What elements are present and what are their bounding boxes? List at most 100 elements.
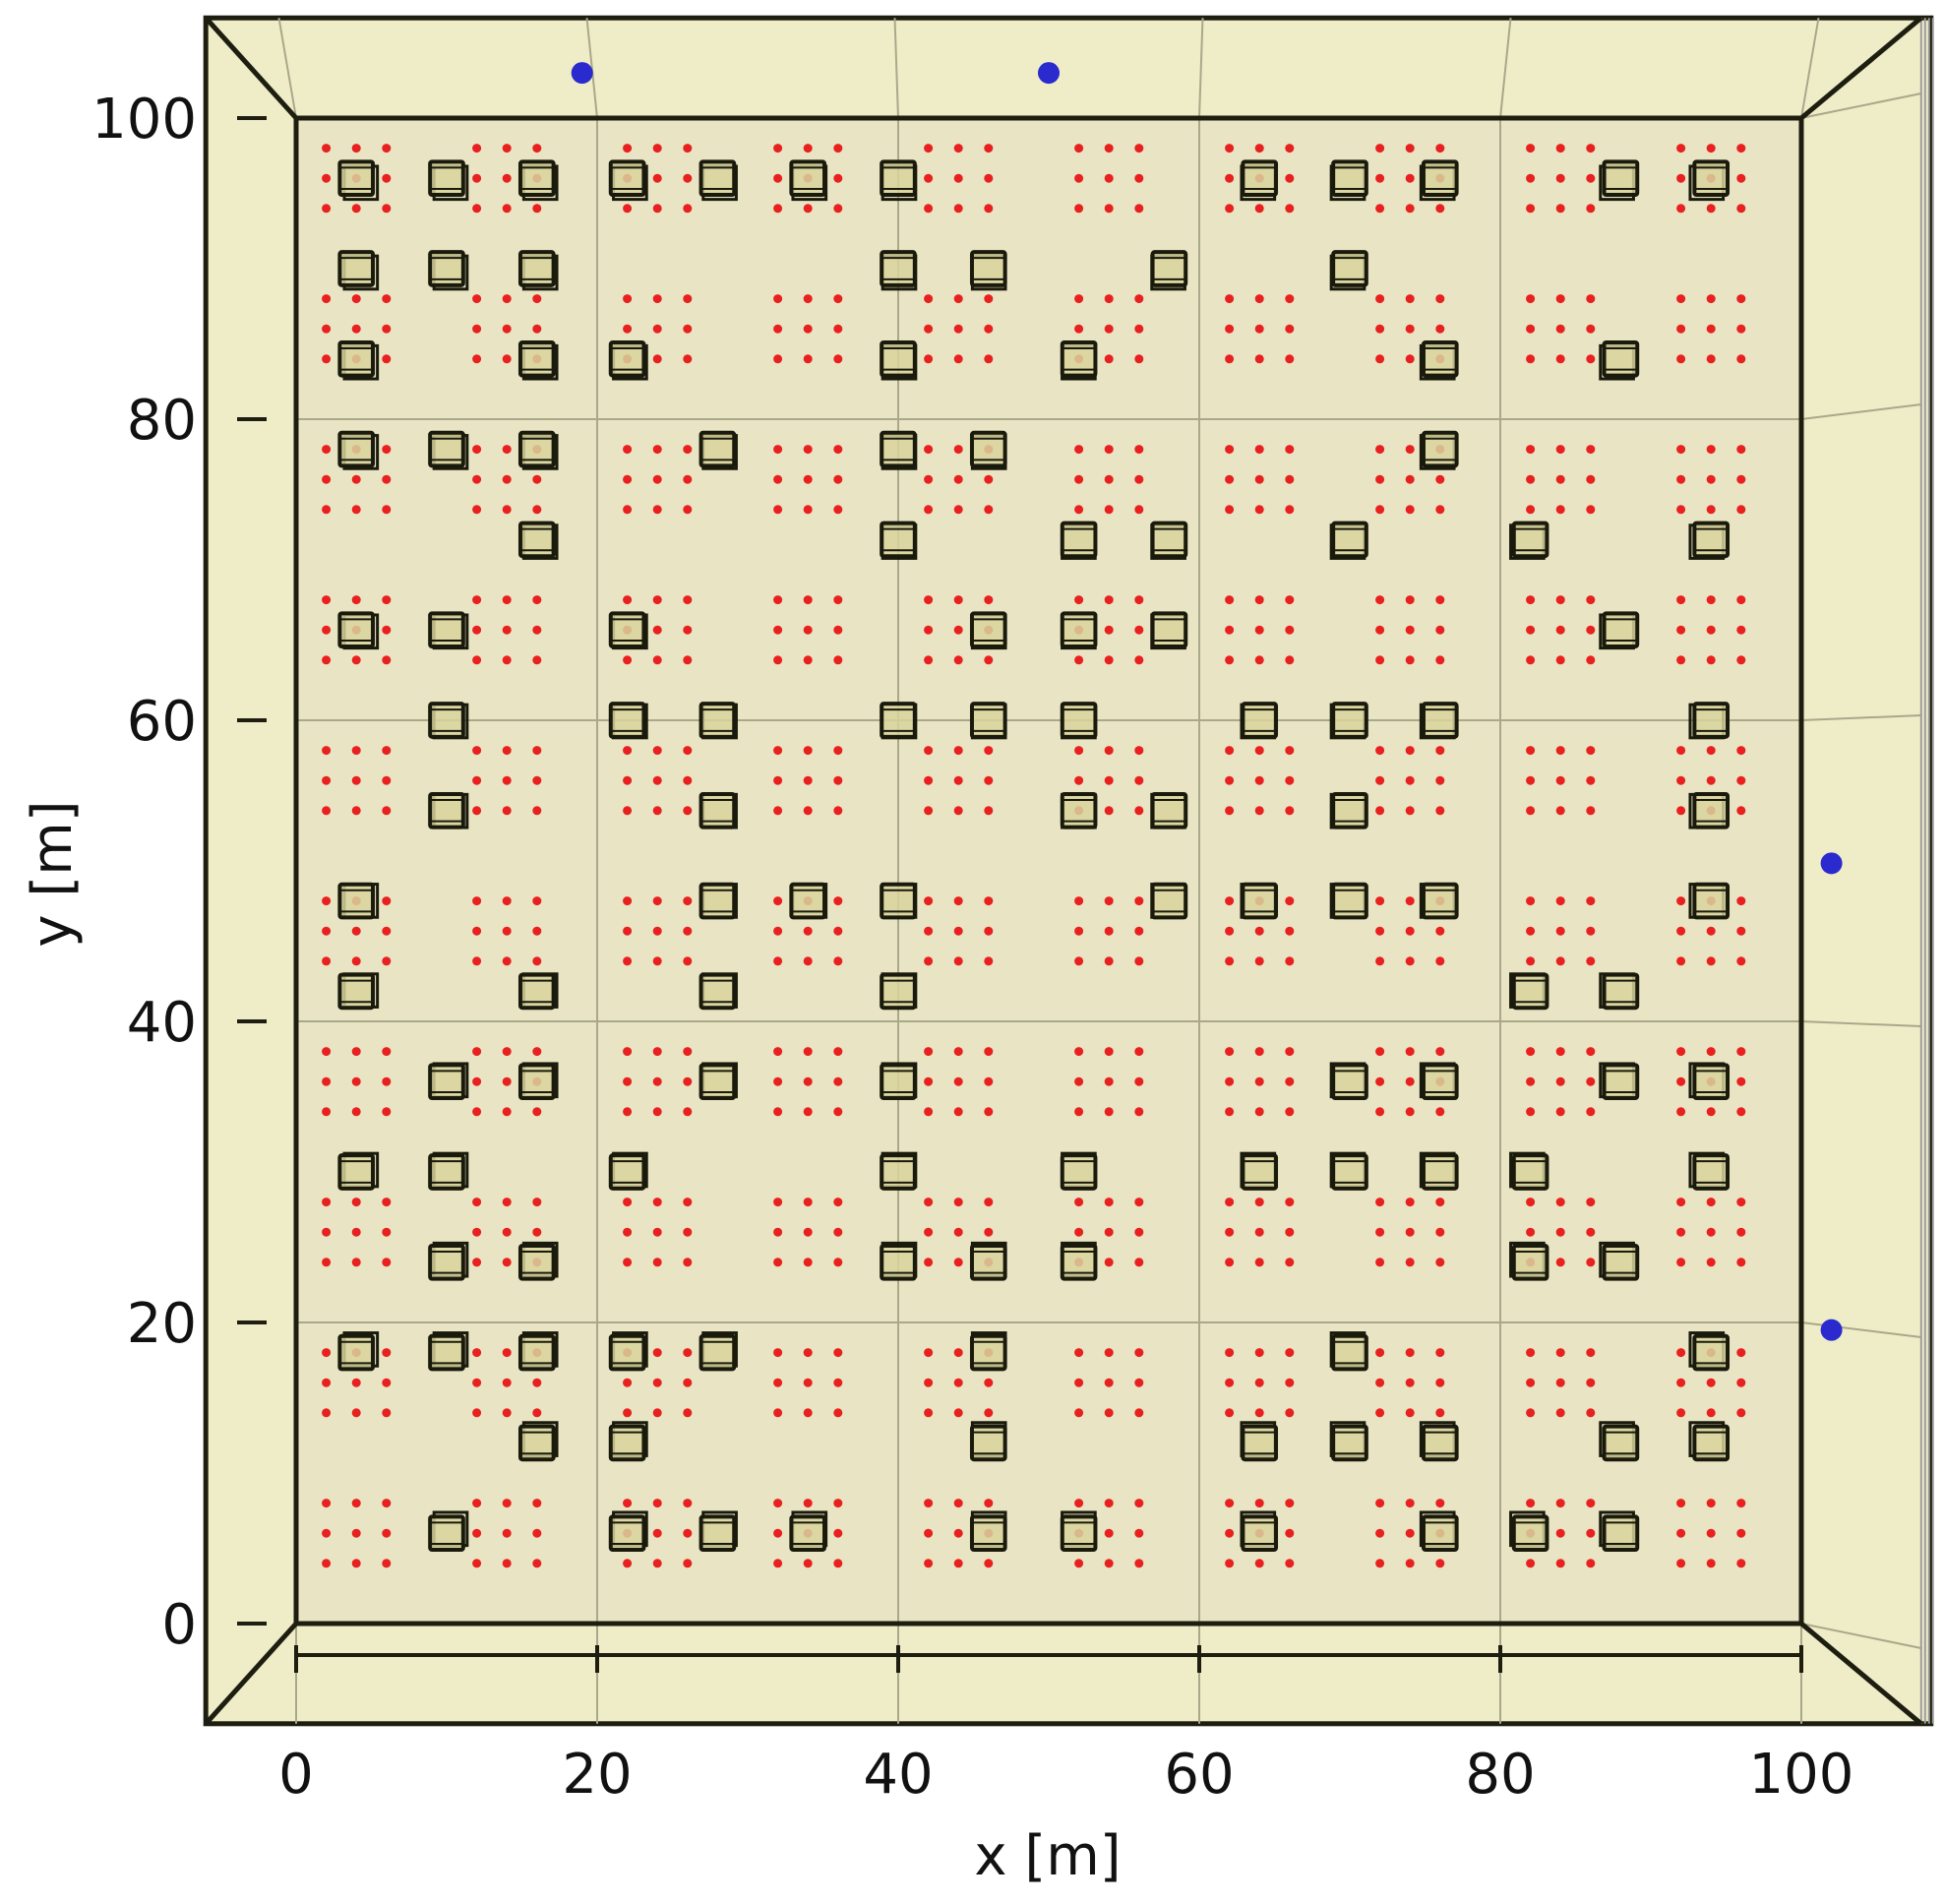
building — [337, 430, 380, 470]
receiver-point — [803, 806, 813, 816]
receiver-point — [953, 956, 963, 966]
receiver-point — [1254, 324, 1264, 334]
building — [337, 882, 380, 920]
building-front-face — [608, 611, 646, 649]
receiver-point — [773, 1258, 783, 1267]
receiver-point — [1706, 1559, 1716, 1568]
building-front-face — [1060, 1514, 1098, 1553]
receiver-point — [1225, 1348, 1235, 1358]
building-front-face — [1241, 702, 1279, 739]
receiver-point — [472, 505, 482, 515]
receiver-point — [1225, 354, 1235, 364]
receiver-point — [984, 896, 994, 906]
building-front-face — [1511, 1243, 1549, 1281]
building-front-face — [428, 159, 465, 198]
receiver-point — [953, 1198, 963, 1207]
receiver-point — [1405, 746, 1415, 756]
receiver-point — [1074, 655, 1084, 665]
receiver-point — [623, 324, 633, 334]
receiver-point — [924, 746, 934, 756]
receiver-point — [1285, 354, 1295, 364]
receiver-point — [1254, 625, 1264, 635]
receiver-point — [1586, 1408, 1596, 1418]
receiver-point — [623, 595, 633, 605]
building — [969, 1331, 1007, 1372]
receiver-point — [1736, 1378, 1746, 1387]
receiver-point — [532, 1378, 542, 1387]
receiver-point — [502, 324, 512, 334]
building — [1599, 1510, 1640, 1553]
receiver-point — [1706, 204, 1716, 214]
receiver-point — [1104, 1499, 1114, 1508]
receiver-point — [502, 505, 512, 515]
receiver-point — [773, 324, 783, 334]
building-front-face — [880, 1243, 917, 1281]
band-grid-line — [277, 18, 297, 119]
y-tick-label: 20 — [127, 1292, 197, 1356]
receiver-point — [1285, 1528, 1295, 1538]
receiver-point — [683, 354, 693, 364]
receiver-point — [322, 474, 332, 484]
receiver-point — [773, 1198, 783, 1207]
receiver-point — [1074, 926, 1084, 936]
building-front-face — [698, 1333, 737, 1372]
receiver-point — [502, 956, 512, 966]
receiver-point — [1736, 1227, 1746, 1237]
building — [1060, 791, 1098, 829]
receiver-point — [351, 1227, 361, 1237]
receiver-point — [1586, 144, 1596, 154]
receiver-point — [773, 1499, 783, 1508]
receiver-point — [1104, 204, 1114, 214]
receiver-point — [1736, 1499, 1746, 1508]
receiver-point — [1134, 896, 1144, 906]
building-front-face — [880, 339, 917, 378]
receiver-point — [502, 1348, 512, 1358]
receiver-point — [1555, 1227, 1565, 1237]
receiver-point — [1676, 505, 1686, 515]
receiver-point — [322, 294, 332, 304]
building — [1240, 1510, 1279, 1553]
receiver-point — [833, 204, 843, 214]
receiver-point — [1526, 324, 1536, 334]
band-grid-line — [1198, 18, 1204, 119]
receiver-point — [502, 144, 512, 154]
building — [1688, 882, 1730, 920]
building-front-face — [1511, 521, 1549, 559]
building — [698, 791, 738, 829]
receiver-point — [1706, 595, 1716, 605]
receiver-point — [1405, 474, 1415, 484]
receiver-point — [532, 324, 542, 334]
receiver-point — [1285, 294, 1295, 304]
receiver-point — [1134, 144, 1144, 154]
building-front-face — [1421, 339, 1459, 378]
receiver-point — [652, 144, 662, 154]
receiver-point — [1254, 806, 1264, 816]
receiver-point — [1074, 1107, 1084, 1117]
receiver-point — [472, 474, 482, 484]
receiver-point — [1225, 655, 1235, 665]
receiver-point — [773, 294, 783, 304]
receiver-point — [1555, 1076, 1565, 1086]
y-tick-label: 80 — [127, 389, 197, 453]
building — [428, 1062, 469, 1101]
receiver-point — [322, 1528, 332, 1538]
building-front-face — [1692, 791, 1730, 829]
building — [517, 159, 559, 202]
building-front-face — [428, 1333, 465, 1372]
receiver-point — [382, 896, 392, 906]
receiver-point — [1254, 1198, 1264, 1207]
receiver-point — [1676, 144, 1686, 154]
building — [880, 702, 918, 740]
receiver-point — [1134, 173, 1144, 183]
receiver-point — [683, 1348, 693, 1358]
receiver-point — [532, 806, 542, 816]
building — [428, 1331, 469, 1372]
receiver-point — [322, 625, 332, 635]
receiver-point — [803, 1348, 813, 1358]
receiver-point — [1555, 595, 1565, 605]
receiver-point — [322, 1198, 332, 1207]
receiver-point — [623, 1227, 633, 1237]
building-front-face — [337, 1153, 376, 1191]
building — [1240, 159, 1279, 202]
receiver-point — [1706, 1198, 1716, 1207]
